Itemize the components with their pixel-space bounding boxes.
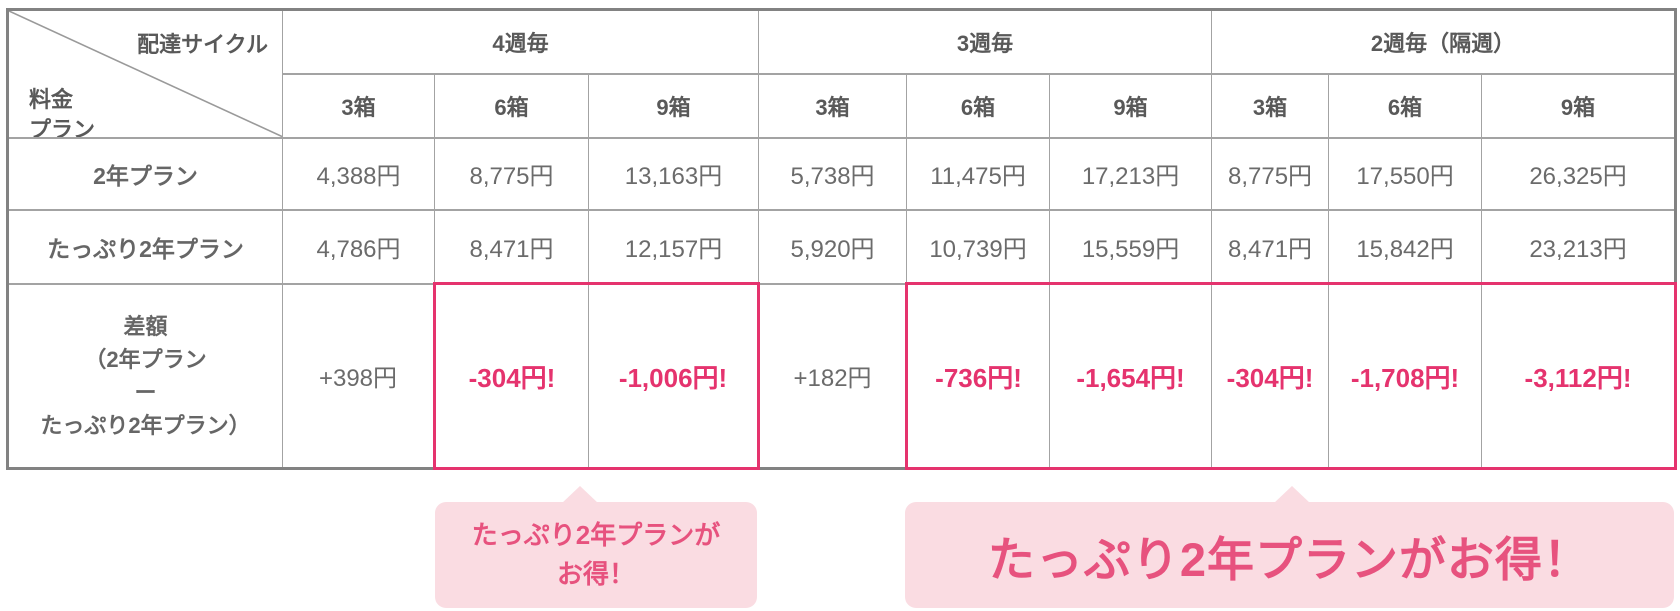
diff-cell: +182円 bbox=[758, 282, 908, 470]
price-cell: 4,388円 bbox=[282, 136, 435, 211]
box-header: 9箱 bbox=[1049, 72, 1213, 139]
cycle-header-2weeks: 2週毎（隔週） bbox=[1211, 8, 1677, 75]
price-cell: 12,157円 bbox=[587, 208, 760, 285]
box-header: 6箱 bbox=[1328, 72, 1483, 139]
box-header: 3箱 bbox=[1211, 72, 1330, 139]
price-cell: 4,786円 bbox=[282, 208, 435, 285]
box-header: 6箱 bbox=[906, 72, 1051, 139]
row-label-tappuri: たっぷり2年プラン bbox=[7, 208, 283, 285]
box-header: 3箱 bbox=[758, 72, 908, 139]
callout-large-text: たっぷり2年プランがお得！ bbox=[987, 532, 1592, 586]
callout-pointer-icon bbox=[561, 486, 599, 504]
price-cell: 17,550円 bbox=[1328, 136, 1483, 211]
diff-cell-discount: -736円! bbox=[905, 282, 1051, 470]
box-header: 3箱 bbox=[282, 72, 435, 139]
price-cell: 17,213円 bbox=[1049, 136, 1213, 211]
box-header: 9箱 bbox=[1481, 72, 1677, 139]
cycle-header-3weeks: 3週毎 bbox=[758, 8, 1213, 75]
diff-cell-discount: -1,708円! bbox=[1328, 282, 1483, 470]
diff-cell-discount: -1,654円! bbox=[1049, 282, 1213, 470]
corner-cell: 配達サイクル 料金 プラン bbox=[7, 8, 283, 139]
price-cell: 8,471円 bbox=[434, 208, 589, 285]
box-header-row: 3箱 6箱 9箱 3箱 6箱 9箱 3箱 6箱 9箱 bbox=[8, 72, 1677, 139]
diff-row: 差額 （2年プラン ー たっぷり2年プラン） +398円 -304円! -1,0… bbox=[7, 282, 1678, 470]
price-cell: 8,775円 bbox=[434, 136, 589, 211]
box-header: 6箱 bbox=[434, 72, 589, 139]
price-cell: 11,475円 bbox=[906, 136, 1051, 211]
cycle-header-row: 配達サイクル 料金 プラン 4週毎 3週毎 2週毎（隔週） bbox=[7, 8, 1677, 139]
diff-cell-discount: -1,006円! bbox=[587, 282, 761, 470]
corner-cycle-label: 配達サイクル bbox=[137, 32, 268, 57]
diff-cell: +398円 bbox=[282, 282, 435, 470]
price-cell: 8,775円 bbox=[1211, 136, 1330, 211]
price-cell: 13,163円 bbox=[587, 136, 760, 211]
price-cell: 26,325円 bbox=[1481, 136, 1677, 211]
plan-row-2year: 2年プラン 4,388円 8,775円 13,163円 5,738円 11,47… bbox=[7, 136, 1677, 211]
price-cell: 15,559円 bbox=[1049, 208, 1213, 285]
price-cell: 5,920円 bbox=[758, 208, 908, 285]
row-label-2year: 2年プラン bbox=[7, 136, 283, 211]
diff-cell-discount: -304円! bbox=[433, 282, 589, 470]
row-label-diff: 差額 （2年プラン ー たっぷり2年プラン） bbox=[7, 282, 283, 470]
price-cell: 23,213円 bbox=[1481, 208, 1677, 285]
price-cell: 5,738円 bbox=[758, 136, 908, 211]
callout-small-text: たっぷり2年プランが お得！ bbox=[471, 520, 721, 589]
callout-pointer-icon bbox=[1273, 486, 1311, 504]
corner-plan-label: 料金 プラン bbox=[29, 87, 96, 138]
callout-bubble-large: たっぷり2年プランがお得！ bbox=[905, 486, 1674, 608]
diff-cell-discount: -3,112円! bbox=[1481, 282, 1678, 470]
price-cell: 10,739円 bbox=[906, 208, 1051, 285]
diagonal-divider bbox=[9, 11, 282, 137]
pricing-table: 配達サイクル 料金 プラン 4週毎 3週毎 2週毎（隔週） 3箱 6箱 9箱 3… bbox=[6, 8, 1678, 470]
diff-cell-discount: -304円! bbox=[1211, 282, 1330, 470]
callout-bubble-small: たっぷり2年プランが お得！ bbox=[435, 486, 757, 608]
plan-row-tappuri: たっぷり2年プラン 4,786円 8,471円 12,157円 5,920円 1… bbox=[7, 208, 1677, 285]
cycle-header-4weeks: 4週毎 bbox=[281, 8, 760, 75]
price-cell: 8,471円 bbox=[1211, 208, 1330, 285]
price-cell: 15,842円 bbox=[1328, 208, 1483, 285]
box-header: 9箱 bbox=[587, 72, 760, 139]
